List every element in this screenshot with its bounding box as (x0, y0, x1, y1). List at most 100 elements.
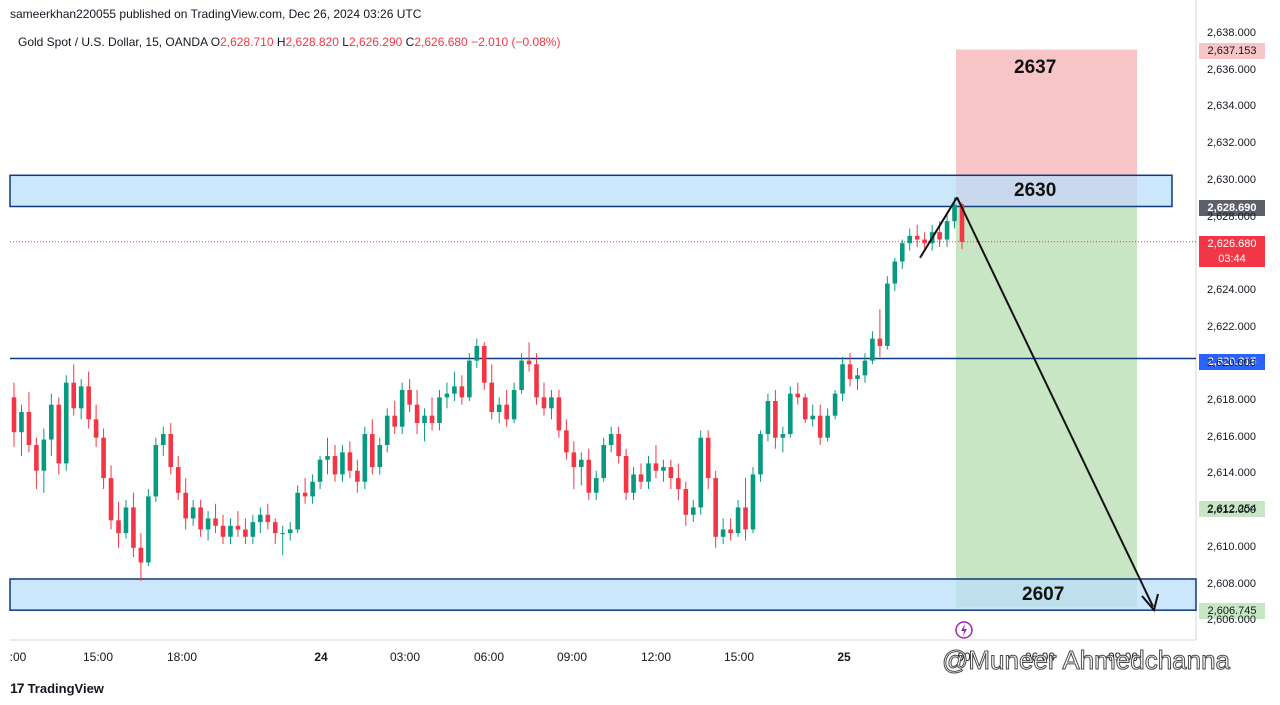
x-tick-label: 25 (837, 650, 851, 664)
candle-body (56, 404, 62, 464)
candle-body (377, 445, 383, 468)
candle-body (608, 434, 614, 446)
candle-body (452, 386, 457, 394)
candle-body (690, 507, 696, 515)
y-tick-label: 2,630.000 (1207, 173, 1256, 186)
low-label: L (342, 35, 349, 49)
upper-zone (9, 174, 1173, 208)
lower-zone (9, 578, 1197, 611)
level-price-badge: 2,620.315 (1199, 354, 1265, 370)
candle-body (937, 232, 942, 240)
candle-body (205, 518, 211, 530)
candle-body (728, 529, 733, 534)
candle-body (735, 507, 741, 534)
candle-body (429, 415, 435, 424)
candle-body (235, 525, 241, 530)
lower-price-badge: 2,606.745 (1199, 603, 1265, 619)
candle-body (131, 507, 136, 548)
x-tick-label: 06:00 (1024, 650, 1056, 664)
candle-body (922, 239, 927, 244)
candle-body (243, 529, 248, 537)
candle-body (34, 445, 39, 471)
candle-body (325, 456, 330, 460)
candle-body (593, 478, 599, 493)
candle-body (280, 533, 286, 535)
candle-body (825, 415, 830, 438)
countdown-badge: 03:44 (1199, 251, 1265, 267)
stop-zone-label: 2637 (1014, 57, 1057, 78)
candle-body (832, 393, 838, 416)
candle-body (78, 386, 84, 409)
candle-body (870, 338, 875, 361)
y-tick-label: 2,638.000 (1207, 27, 1256, 39)
symbol-name: Gold Spot / U.S. Dollar, 15, OANDA (18, 35, 208, 49)
candle-body (198, 507, 203, 530)
close-label: C (405, 35, 415, 49)
candle-body (302, 492, 308, 497)
tradingview-logo: 17 TradingView (10, 680, 104, 696)
candle-body (549, 397, 554, 409)
candle-body (750, 474, 756, 530)
candle-body (944, 221, 950, 240)
author-watermark: @Muneer Ahmedchanna (941, 645, 1231, 676)
x-tick-label: 15:00 (723, 650, 755, 664)
candle-body (519, 360, 524, 390)
x-tick-label: 24 (314, 650, 328, 664)
candle-body (914, 235, 920, 240)
candle-body (489, 382, 495, 413)
y-tick-label: 2,620.000 (1207, 357, 1256, 370)
projection-arrowhead (1141, 593, 1159, 613)
y-tick-label: 2,632.000 (1207, 137, 1256, 150)
x-tick-label: 09:00 (1107, 650, 1139, 664)
y-tick-label: 2,634.000 (1207, 100, 1256, 113)
candle-body (467, 360, 472, 398)
candle-body (146, 496, 151, 563)
candle-body (601, 445, 607, 479)
candle-body (959, 204, 965, 242)
candle-body (847, 364, 853, 379)
candle-body (220, 525, 226, 537)
y-tick-label: 2,622.000 (1207, 320, 1256, 333)
y-tick-label: 2,616.000 (1207, 430, 1256, 443)
candle-body (683, 489, 689, 515)
target-price-badge: 2,612.254 (1199, 501, 1265, 517)
event-bolt-icon (961, 624, 967, 636)
candle-body (862, 360, 868, 376)
candle-body (250, 522, 256, 537)
x-tick-label: :00 (9, 650, 27, 664)
open-label: O (210, 35, 221, 49)
y-tick-label: 2,612.000 (1207, 504, 1256, 517)
candle-body (11, 397, 17, 433)
y-tick-label: 2,608.000 (1207, 577, 1256, 590)
candle-body (71, 382, 77, 409)
candle-body (41, 439, 47, 471)
candle-body (765, 401, 771, 435)
candle-body (631, 474, 636, 493)
candle-body (93, 419, 99, 438)
candle-body (638, 474, 644, 482)
candle-body (422, 415, 427, 424)
candle-body (317, 459, 323, 482)
symbol-legend: Gold Spot / U.S. Dollar, 15, OANDA O2,62… (18, 35, 560, 49)
candle-body (877, 338, 883, 346)
candle-body (160, 434, 166, 446)
tradingview-logo-text: TradingView (27, 680, 104, 696)
candle-body (676, 478, 681, 490)
candle-body (646, 463, 651, 482)
candle-body (332, 456, 338, 475)
candle-body (116, 520, 121, 534)
candle-body (758, 434, 763, 475)
candle-body (168, 434, 174, 468)
publisher-credit: sameerkhan220055 published on TradingVie… (10, 7, 422, 21)
candle-body (474, 345, 480, 361)
candle-body (713, 478, 718, 537)
candle-body (586, 459, 592, 493)
candle-body (795, 393, 801, 398)
candle-body (86, 386, 91, 420)
y-tick-label: 2,610.000 (1207, 540, 1256, 553)
change-value: −2.010 (−0.08%) (471, 35, 561, 49)
candle-body (459, 386, 465, 398)
candle-body (355, 470, 360, 482)
candle-body (49, 404, 54, 440)
